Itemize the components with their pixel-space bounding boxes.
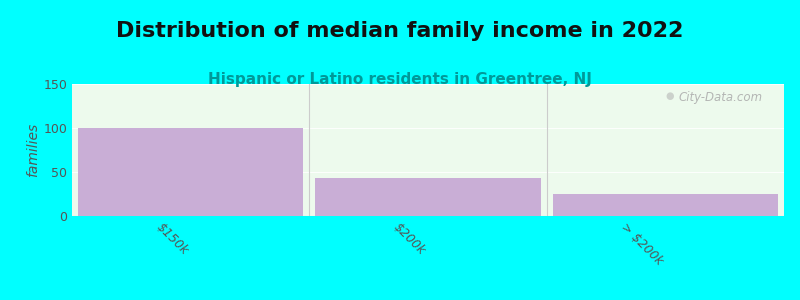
Bar	[78, 128, 303, 216]
Bar	[315, 178, 541, 216]
Text: Distribution of median family income in 2022: Distribution of median family income in …	[116, 21, 684, 41]
Bar	[553, 194, 778, 216]
Text: City-Data.com: City-Data.com	[678, 91, 762, 103]
Y-axis label: families: families	[26, 123, 41, 177]
Text: ●: ●	[665, 91, 674, 100]
Text: Hispanic or Latino residents in Greentree, NJ: Hispanic or Latino residents in Greentre…	[208, 72, 592, 87]
